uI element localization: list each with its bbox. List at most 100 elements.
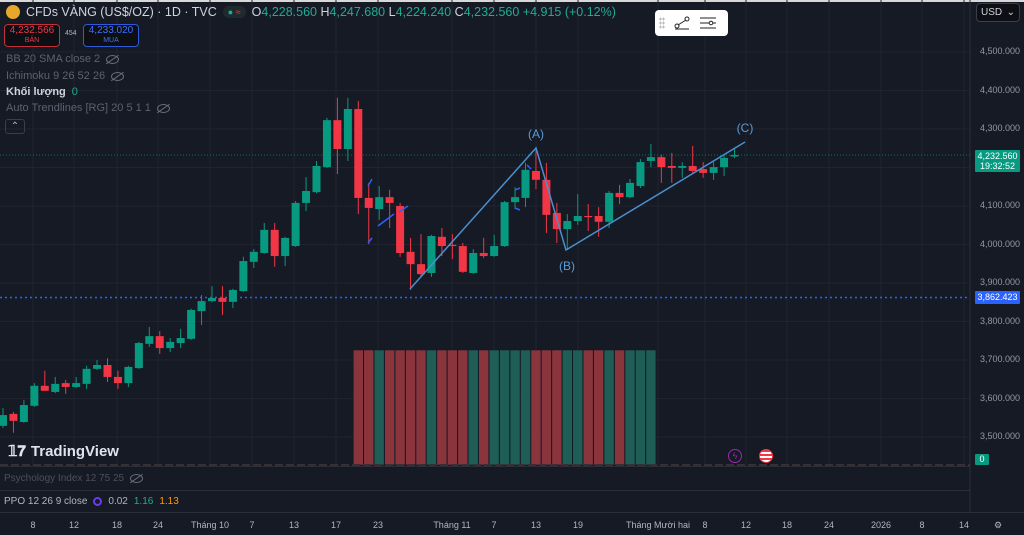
level-price-tag: 3,862.423	[975, 291, 1020, 304]
volume-tag: 0	[975, 454, 989, 465]
candle-up	[19, 405, 28, 422]
volume-bar	[509, 349, 521, 466]
candle-down	[531, 170, 540, 180]
ppo-status-icon	[93, 497, 103, 506]
hidden-eye-icon[interactable]	[130, 474, 144, 483]
hidden-eye-icon[interactable]	[156, 103, 170, 113]
market-status-icon[interactable]: ● ≈	[222, 6, 246, 18]
price-axis-label: 4,400.000	[980, 84, 1021, 95]
candle-up	[239, 261, 248, 292]
tradingview-logo[interactable]: 𝟙𝟕 TradingView	[8, 442, 119, 461]
candle-up	[678, 165, 687, 168]
currency-select[interactable]: USD ⌄	[976, 3, 1020, 22]
candle-down	[385, 197, 394, 203]
indicator-bb[interactable]: BB 20 SMA close 2	[6, 53, 120, 65]
hidden-eye-icon[interactable]	[111, 71, 125, 81]
time-axis-label: 13	[288, 520, 300, 530]
time-axis-label: 18	[111, 520, 123, 530]
candle-up	[124, 366, 133, 384]
time-axis[interactable]: 8 12 18 24 Tháng 10 7 13 17 23 Tháng 11 7 13 19 Tháng…	[0, 512, 1024, 535]
volume-bar	[603, 349, 615, 466]
symbol-legend: CFDs VÀNG (US$/OZ) · 1D · TVC ● ≈ O4,228…	[6, 5, 616, 19]
candle-down	[657, 157, 666, 168]
floating-drawing-toolbar[interactable]	[655, 10, 728, 36]
candle-up	[72, 383, 81, 387]
auto-trendline-segment	[514, 187, 521, 191]
time-axis-label: 24	[823, 520, 835, 530]
candle-up	[375, 197, 384, 210]
indicator-auto-trendlines[interactable]: Auto Trendlines [RG] 20 5 1 1	[6, 102, 170, 114]
candle-down	[437, 236, 446, 247]
price-axis-label: 3,900.000	[980, 277, 1021, 287]
price-chart[interactable]: (A) (B) (C)	[0, 0, 1024, 512]
collapse-legend-button[interactable]: ⌃	[5, 119, 25, 134]
time-axis-label: 17	[330, 520, 342, 530]
sell-button[interactable]: 4,232.566 BÁN	[4, 24, 60, 47]
candle-up	[626, 182, 634, 198]
volume-bar	[635, 349, 646, 466]
volume-bar	[405, 349, 416, 466]
price-axis-label: 3,800.000	[980, 315, 1021, 326]
wave-label: (A)	[528, 127, 544, 141]
drag-handle-icon[interactable]	[659, 17, 665, 29]
price-axis-label: 4,000.000	[980, 238, 1021, 249]
candle-up	[343, 108, 352, 150]
trendline-tool-icon[interactable]	[673, 15, 691, 31]
candle-down	[270, 229, 279, 257]
candle-up	[563, 221, 572, 230]
candle-down	[9, 413, 18, 421]
candle-down	[417, 264, 425, 275]
volume-bar	[551, 349, 563, 466]
volume-bar	[582, 349, 594, 466]
candle-up	[490, 246, 499, 257]
price-axis-label: 3,600.000	[980, 392, 1021, 403]
us-flag-event-icon[interactable]	[759, 449, 773, 463]
candle-up	[281, 237, 290, 257]
volume-bar	[541, 349, 552, 466]
candle-up	[709, 167, 718, 173]
time-axis-label: 14	[958, 520, 970, 530]
candle-down	[584, 216, 593, 218]
candle-up	[187, 309, 196, 339]
candle-up	[573, 216, 582, 222]
lightning-event-icon[interactable]: ϟ	[728, 449, 742, 463]
candle-up	[228, 289, 237, 302]
time-axis-label: 19	[572, 520, 584, 530]
indicator-volume[interactable]: Khối lượng 0	[6, 86, 78, 98]
candle-up	[134, 343, 143, 369]
symbol-title[interactable]: CFDs VÀNG (US$/OZ) · 1D · TVC	[26, 5, 217, 19]
settings-lines-icon[interactable]	[699, 15, 717, 31]
candle-down	[699, 169, 708, 173]
candle-down	[542, 179, 551, 215]
time-axis-label: 7	[491, 520, 497, 530]
hidden-eye-icon[interactable]	[106, 54, 120, 64]
time-axis-label: 8	[919, 520, 925, 530]
candle-up	[260, 229, 269, 253]
time-axis-label: Tháng Mười hai	[626, 520, 690, 530]
candle-down	[364, 197, 373, 208]
volume-bar	[520, 349, 531, 466]
candle-up	[427, 236, 436, 273]
buy-button[interactable]: 4,233.020 MUA	[83, 24, 139, 47]
axis-settings-gear-icon[interactable]: ⚙	[993, 520, 1003, 530]
volume-bar	[645, 349, 657, 466]
time-axis-label: 24	[152, 520, 164, 530]
volume-bar	[561, 349, 573, 466]
chevron-down-icon: ⌄	[1006, 7, 1015, 18]
candle-down	[594, 216, 603, 222]
candle-up	[636, 162, 645, 186]
candle-up	[720, 157, 729, 168]
volume-bar	[447, 349, 458, 466]
candle-up	[605, 192, 614, 222]
indicator-ichimoku[interactable]: Ichimoku 9 26 52 26	[6, 70, 125, 82]
price-axis-label: 3,700.000	[980, 354, 1021, 364]
volume-bar	[624, 349, 636, 466]
candle-up	[249, 251, 258, 262]
candle-up	[93, 365, 102, 369]
candle-up	[166, 341, 175, 349]
candle-down	[667, 165, 676, 168]
volume-bar	[426, 349, 437, 466]
time-axis-label: 7	[249, 520, 255, 530]
time-axis-label: 8	[30, 520, 36, 530]
candle-down	[448, 244, 457, 247]
